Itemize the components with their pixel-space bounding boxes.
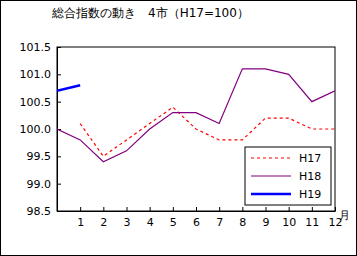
- x-tick-mark: [242, 207, 243, 211]
- x-tick-label: 5: [170, 216, 177, 229]
- y-axis: 98.5 99.0 99.5 100.0 100.5 101.0 101.5: [20, 41, 62, 218]
- y-tick-label: 98.5: [27, 205, 52, 218]
- y-tick: 101.0: [20, 68, 62, 81]
- x-tick-mark: [289, 207, 290, 211]
- x-tick-label: 8: [239, 216, 246, 229]
- y-tick: 100.0: [20, 123, 62, 136]
- y-tick-label: 100.0: [20, 123, 52, 136]
- x-tick-mark: [127, 207, 128, 211]
- y-tick-label: 100.5: [20, 96, 52, 109]
- y-tick: 98.5: [27, 205, 62, 218]
- x-tick-label: 6: [193, 216, 200, 229]
- title: 総合指数の動き 4市（H17=100）: [51, 6, 249, 20]
- legend-swatch: [251, 193, 291, 196]
- x-tick-label: 3: [124, 216, 131, 229]
- y-tick: 99.5: [27, 150, 62, 163]
- y-tick-mark: [57, 184, 61, 185]
- y-tick: 99.0: [27, 178, 62, 191]
- x-tick-mark: [173, 207, 174, 211]
- x-tick-label: 1: [77, 216, 84, 229]
- x-tick-mark: [219, 207, 220, 211]
- x-tick: 2: [100, 207, 107, 229]
- y-tick-label: 99.0: [27, 178, 52, 191]
- outer-frame: [1, 1, 357, 256]
- series-line: [57, 85, 80, 90]
- x-tick-label: 10: [282, 216, 296, 229]
- legend-swatch: [251, 175, 291, 176]
- x-tick: 7: [216, 207, 223, 229]
- x-tick: 4: [147, 207, 154, 229]
- legend-box: [245, 147, 331, 205]
- chart: 総合指数の動き 4市（H17=100） 98.5 99.0 99.5 100.0 100.…: [0, 0, 357, 256]
- x-tick-mark: [312, 207, 313, 211]
- y-tick-label: 101.5: [20, 41, 52, 54]
- y-tick-mark: [57, 102, 61, 103]
- x-tick-mark: [266, 207, 267, 211]
- x-tick: 6: [193, 207, 200, 229]
- x-tick-mark: [150, 207, 151, 211]
- legend: H17 H18 H19: [245, 147, 331, 205]
- x-tick-mark: [103, 207, 104, 211]
- x-tick: 3: [124, 207, 131, 229]
- plot-frame: [57, 47, 335, 211]
- x-tick-label: 11: [305, 216, 319, 229]
- y-tick: 100.5: [20, 96, 62, 109]
- x-tick-label: 9: [263, 216, 270, 229]
- legend-label: H18: [299, 170, 321, 183]
- y-tick-label: 101.0: [20, 68, 52, 81]
- x-tick: 9: [263, 207, 270, 229]
- x-tick: 5: [170, 207, 177, 229]
- x-tick-label: 4: [147, 216, 154, 229]
- x-tick: 1: [77, 207, 84, 229]
- y-tick: 101.5: [20, 41, 62, 54]
- x-tick-label: 7: [216, 216, 223, 229]
- legend-label: H19: [299, 188, 321, 201]
- x-axis-title: 月: [339, 209, 350, 222]
- legend-label: H17: [299, 152, 321, 165]
- y-tick-mark: [57, 74, 61, 75]
- plot: 98.5 99.0 99.5 100.0 100.5 101.0 101.5 1 2 3 4 5 6 7 8…: [20, 41, 343, 229]
- x-axis: 123456789101112: [58, 207, 343, 229]
- x-tick-mark: [196, 207, 197, 211]
- x-tick: 8: [239, 207, 246, 229]
- x-tick: 11: [305, 207, 319, 229]
- x-tick-label: 2: [100, 216, 107, 229]
- x-tick-mark: [80, 207, 81, 211]
- y-tick-mark: [57, 156, 61, 157]
- x-tick: 10: [282, 207, 296, 229]
- legend-swatch: [251, 157, 291, 158]
- y-tick-label: 99.5: [27, 150, 52, 163]
